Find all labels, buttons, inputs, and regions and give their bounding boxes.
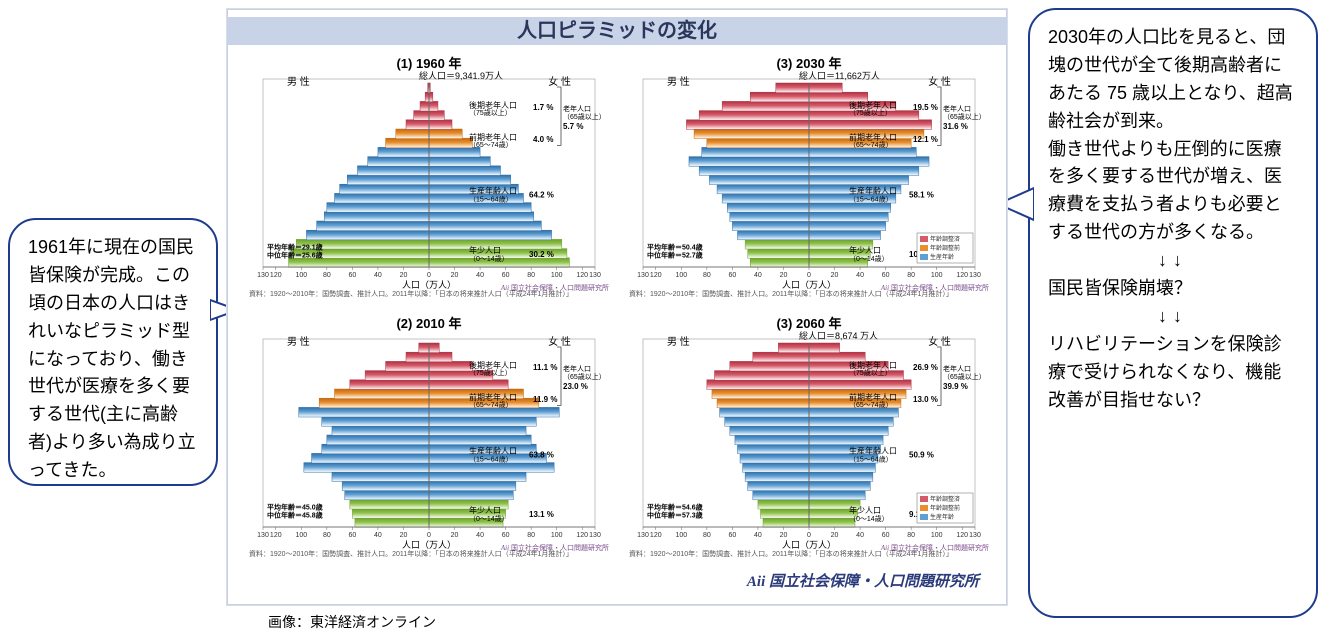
svg-text:（75歳以上）: （75歳以上）: [849, 108, 892, 117]
svg-text:63.8 %: 63.8 %: [529, 450, 554, 459]
svg-text:（65～74歳）: （65～74歳）: [469, 140, 513, 149]
annotation-bubble-1961: 1961年に現在の国民皆保険が完成。この頃の日本の人口はきれいなピラミッド型にな…: [8, 218, 218, 486]
svg-text:後期老年人口: 後期老年人口: [849, 100, 897, 110]
down-arrows-1: ↓↓: [1048, 247, 1298, 275]
svg-text:31.6 %: 31.6 %: [943, 122, 968, 131]
pyramid-p2030: (3) 2030 年 男 性 女 性 総人口＝11,662万人 13012010…: [623, 53, 995, 301]
bubble-right-p4: リハビリテーションを保険診療で受けられなくなり、機能改善が目指せない？: [1048, 331, 1298, 415]
bubble-right-p3: 国民皆保険崩壊？: [1048, 275, 1298, 303]
svg-text:12.1 %: 12.1 %: [913, 135, 938, 144]
svg-text:年齢調整済: 年齢調整済: [930, 495, 960, 503]
svg-text:年少人口: 年少人口: [469, 505, 501, 515]
svg-text:64.2 %: 64.2 %: [529, 190, 554, 199]
svg-text:50.9 %: 50.9 %: [909, 450, 934, 459]
chart-panel: 人口ピラミッドの変化 (1) 1960 年 男 性 女 性 総人口＝9,341.…: [226, 8, 1008, 606]
svg-text:（0～14歳）: （0～14歳）: [849, 254, 889, 263]
svg-text:26.9 %: 26.9 %: [913, 363, 938, 372]
svg-text:39.9 %: 39.9 %: [943, 382, 968, 391]
svg-text:（65歳以上）: （65歳以上）: [563, 112, 606, 121]
svg-text:老年人口: 老年人口: [943, 364, 971, 373]
svg-text:（15～64歳）: （15～64歳）: [849, 454, 893, 463]
svg-text:平均年齢＝29.1歳: 平均年齢＝29.1歳: [267, 242, 323, 251]
svg-text:老年人口: 老年人口: [563, 364, 591, 373]
svg-text:後期老年人口: 後期老年人口: [849, 360, 897, 370]
svg-text:（65～74歳）: （65～74歳）: [849, 140, 893, 149]
svg-text:年少人口: 年少人口: [849, 245, 881, 255]
svg-text:58.1 %: 58.1 %: [909, 190, 934, 199]
subplot-institute: Aii 国立社会保障・人口問題研究所: [881, 283, 989, 293]
svg-text:年齢調整前: 年齢調整前: [930, 244, 960, 252]
svg-text:中位年齢＝52.7歳: 中位年齢＝52.7歳: [647, 250, 703, 259]
svg-text:前期老年人口: 前期老年人口: [849, 132, 897, 142]
svg-text:中位年齢＝57.3歳: 中位年齢＝57.3歳: [647, 510, 703, 519]
svg-text:（65歳以上）: （65歳以上）: [563, 372, 606, 381]
svg-text:年齢調整済: 年齢調整済: [930, 235, 960, 243]
bubble-right-p1: 2030年の人口比を見ると、団塊の世代が全て後期高齢者にあたる 75 歳以上とな…: [1048, 24, 1298, 136]
svg-text:後期老年人口: 後期老年人口: [469, 100, 517, 110]
svg-text:1.7 %: 1.7 %: [533, 103, 553, 112]
svg-text:（15～64歳）: （15～64歳）: [469, 454, 513, 463]
svg-text:老年人口: 老年人口: [563, 104, 591, 113]
institute-logo: Aii 国立社会保障・人口問題研究所: [747, 570, 979, 591]
svg-text:（15～64歳）: （15～64歳）: [469, 194, 513, 203]
svg-text:年齢調整前: 年齢調整前: [930, 504, 960, 512]
svg-text:（0～14歳）: （0～14歳）: [469, 514, 509, 523]
svg-text:平均年齢＝45.0歳: 平均年齢＝45.0歳: [267, 502, 323, 511]
svg-text:生産年齢: 生産年齢: [930, 253, 954, 261]
pyramid-p1960: (1) 1960 年 男 性 女 性 総人口＝9,341.9万人 1301201…: [243, 53, 615, 301]
svg-text:（0～14歳）: （0～14歳）: [469, 254, 509, 263]
svg-text:前期老年人口: 前期老年人口: [849, 392, 897, 402]
svg-text:13.1 %: 13.1 %: [529, 510, 554, 519]
svg-text:30.2 %: 30.2 %: [529, 250, 554, 259]
svg-text:13.0 %: 13.0 %: [913, 395, 938, 404]
image-source-caption: 画像：東洋経済オンライン: [268, 612, 436, 632]
down-arrows-2: ↓↓: [1048, 303, 1298, 331]
svg-text:（65～74歳）: （65～74歳）: [469, 400, 513, 409]
svg-text:23.0 %: 23.0 %: [563, 382, 588, 391]
svg-text:（65～74歳）: （65～74歳）: [849, 400, 893, 409]
svg-text:老年人口: 老年人口: [943, 104, 971, 113]
svg-text:（65歳以上）: （65歳以上）: [943, 112, 986, 121]
bubble-left-text: 1961年に現在の国民皆保険が完成。この頃の日本の人口はきれいなピラミッド型にな…: [28, 237, 196, 480]
svg-text:平均年齢＝54.6歳: 平均年齢＝54.6歳: [647, 502, 703, 511]
svg-text:前期老年人口: 前期老年人口: [469, 392, 517, 402]
svg-text:（65歳以上）: （65歳以上）: [943, 372, 986, 381]
svg-text:（0～14歳）: （0～14歳）: [849, 514, 889, 523]
bubble-right-p2: 働き世代よりも圧倒的に医療を多く要する世代が増え、医療費を支払う者よりも必要とす…: [1048, 136, 1298, 248]
subplot-institute: Aii 国立社会保障・人口問題研究所: [881, 543, 989, 553]
svg-text:5.7 %: 5.7 %: [563, 122, 583, 131]
svg-text:中位年齢＝45.8歳: 中位年齢＝45.8歳: [267, 510, 323, 519]
svg-text:生産年齢人口: 生産年齢人口: [469, 185, 517, 195]
svg-text:中位年齢＝25.6歳: 中位年齢＝25.6歳: [267, 250, 323, 259]
subplot-institute: Aii 国立社会保障・人口問題研究所: [501, 543, 609, 553]
annotation-bubble-2030: 2030年の人口比を見ると、団塊の世代が全て後期高齢者にあたる 75 歳以上とな…: [1028, 8, 1318, 618]
svg-text:（75歳以上）: （75歳以上）: [469, 108, 512, 117]
svg-text:生産年齢人口: 生産年齢人口: [469, 445, 517, 455]
svg-text:年少人口: 年少人口: [469, 245, 501, 255]
svg-text:11.1 %: 11.1 %: [533, 363, 557, 372]
svg-text:11.9 %: 11.9 %: [533, 395, 557, 404]
pyramid-p2010: (2) 2010 年 男 性 女 性 130120100806040200204…: [243, 313, 615, 561]
svg-text:前期老年人口: 前期老年人口: [469, 132, 517, 142]
svg-text:後期老年人口: 後期老年人口: [469, 360, 517, 370]
svg-text:（75歳以上）: （75歳以上）: [469, 368, 512, 377]
svg-text:年少人口: 年少人口: [849, 505, 881, 515]
pyramid-p2060: (3) 2060 年 男 性 女 性 総人口＝8,674 万人 13012010…: [623, 313, 995, 561]
panel-title: 人口ピラミッドの変化: [227, 17, 1007, 45]
subplot-institute: Aii 国立社会保障・人口問題研究所: [501, 283, 609, 293]
svg-text:生産年齢: 生産年齢: [930, 513, 954, 521]
svg-text:生産年齢人口: 生産年齢人口: [849, 445, 897, 455]
svg-text:（75歳以上）: （75歳以上）: [849, 368, 892, 377]
svg-text:19.5 %: 19.5 %: [913, 103, 938, 112]
svg-text:（15～64歳）: （15～64歳）: [849, 194, 893, 203]
svg-text:生産年齢人口: 生産年齢人口: [849, 185, 897, 195]
svg-text:平均年齢＝50.4歳: 平均年齢＝50.4歳: [647, 242, 703, 251]
svg-text:4.0 %: 4.0 %: [533, 135, 553, 144]
